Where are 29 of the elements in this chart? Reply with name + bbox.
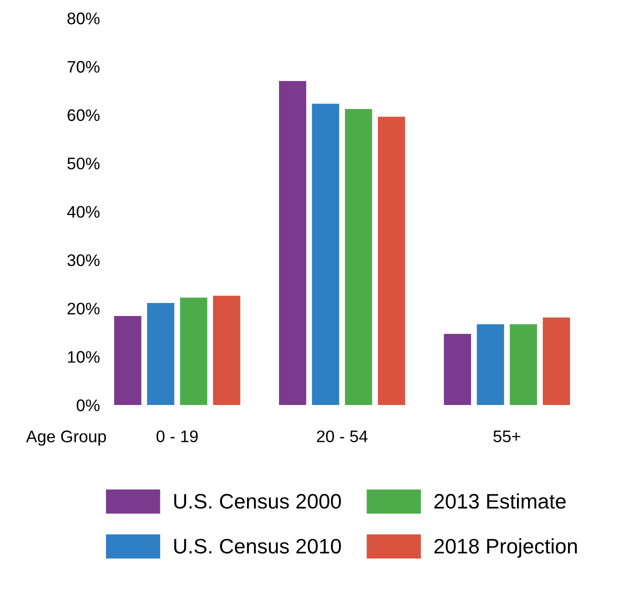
bar (378, 116, 406, 406)
bar (180, 298, 208, 406)
bar (444, 334, 472, 406)
x-tick-label: 20 - 54 (316, 430, 368, 442)
y-tick-label: 70% (68, 60, 100, 73)
x-axis-title: Age Group (26, 430, 106, 446)
bar (542, 317, 570, 406)
x-tick-label: 0 - 19 (156, 430, 198, 442)
legend-label: 2013 Estimate (434, 493, 566, 509)
y-tick-label: 0% (76, 399, 100, 412)
bar (114, 316, 142, 406)
bar (312, 104, 340, 406)
bar (147, 302, 174, 406)
y-tick-label: 20% (68, 302, 100, 314)
bar (344, 109, 372, 406)
y-tick-label: 30% (67, 254, 100, 266)
x-tick-label: 55+ (493, 430, 520, 442)
y-tick-label: 40% (67, 206, 100, 218)
legend-label: 2018 Projection (434, 538, 577, 558)
y-tick-label: 60% (68, 109, 100, 122)
bar (279, 81, 306, 406)
bar (510, 324, 538, 406)
y-tick-label: 50% (67, 158, 100, 170)
bar (476, 324, 504, 406)
legend-label: U.S. Census 2000 (174, 494, 341, 509)
bar (213, 296, 240, 406)
y-tick-label: 80% (67, 12, 100, 24)
y-tick-label: 10% (68, 351, 100, 363)
legend-label: U.S. Census 2010 (174, 538, 341, 554)
